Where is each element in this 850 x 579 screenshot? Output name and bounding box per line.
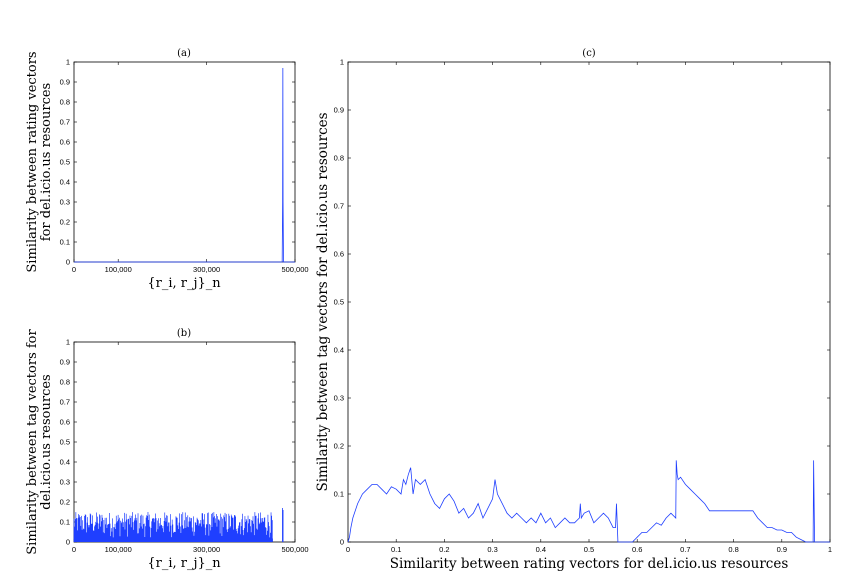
y-tick-label: 0.5 [60,158,70,167]
x-tick-label: 0.8 [728,545,738,554]
y-tick-label: 0.5 [60,438,70,447]
x-tick-label: 0.3 [487,545,497,554]
x-tick-label: 0 [72,265,76,274]
panel-b-ylabel-line-2: del.icio.us resources [39,374,54,509]
panel-b-x-ticks: 0 100,000 300,000 500,000 [72,342,309,554]
y-tick-label: 0.8 [60,98,70,107]
x-tick-label: 500,000 [281,265,308,274]
y-tick-label: 0.4 [60,458,70,467]
panel-c-axes-box [347,61,831,543]
panel-b-axes-box [73,341,296,543]
y-tick-label: 0.3 [60,478,70,487]
panel-c-x-ticks: 0 0.1 0.2 0.3 0.4 0.5 0.6 0.7 0.8 0.9 1 [346,62,832,554]
y-tick-label: 0.6 [60,138,70,147]
y-tick-label: 0.9 [60,358,70,367]
y-tick-label: 0.9 [60,78,70,87]
x-tick-label: 0 [346,545,350,554]
y-tick-label: 0.6 [60,418,70,427]
y-tick-label: 0.4 [60,178,70,187]
x-tick-label: 500,000 [281,545,308,554]
panel-c-series [347,460,830,543]
x-tick-label: 0.2 [439,545,449,554]
panel-a-series [74,67,295,263]
panel-c: (c) 0 0.1 0.2 0.3 0.4 0.5 0.6 0.7 0.8 0.9 1 0 0.1 0.… [315,48,832,572]
panel-a-title: (a) [177,48,191,59]
x-tick-label: 0.7 [680,545,690,554]
series-line [74,67,295,263]
y-tick-label: 1 [66,58,70,67]
panel-b: (b) 0 0.1 0.2 0.3 0.4 0.5 0.6 0.7 0.8 0.9 1 0 100,0… [25,328,309,571]
y-tick-label: 0 [66,538,70,547]
series-spikes [73,512,273,542]
panel-c-title: (c) [582,48,596,59]
panel-c-xlabel: Similarity between rating vectors for de… [390,556,789,572]
panel-a-xlabel: {r_i, r_j}_n [147,276,221,291]
y-tick-label: 0.3 [60,198,70,207]
y-tick-label: 0.1 [60,518,70,527]
x-tick-label: 0.5 [584,545,594,554]
panel-b-title: (b) [177,328,191,339]
panel-a-axes-box [73,61,296,263]
y-tick-label: 0.8 [334,154,344,163]
x-tick-label: 1 [828,545,832,554]
panel-a-y-ticks: 0 0.1 0.2 0.3 0.4 0.5 0.6 0.7 0.8 0.9 1 [60,58,295,267]
panel-b-xlabel: {r_i, r_j}_n [147,556,221,571]
y-tick-label: 0.4 [334,346,344,355]
y-tick-label: 0.3 [334,394,344,403]
x-tick-label: 0.6 [632,545,642,554]
x-tick-label: 0 [72,545,76,554]
y-tick-label: 0 [340,538,344,547]
y-tick-label: 1 [66,338,70,347]
y-tick-label: 0.1 [60,238,70,247]
y-tick-label: 0.2 [60,498,70,507]
panel-a-x-ticks: 0 100,000 300,000 500,000 [72,62,309,274]
y-tick-label: 0.1 [334,490,344,499]
panel-c-y-ticks: 0 0.1 0.2 0.3 0.4 0.5 0.6 0.7 0.8 0.9 1 [334,58,830,547]
y-tick-label: 0.8 [60,378,70,387]
panel-a: (a) 0 0.1 0.2 0.3 0.4 0.5 0.6 0.7 0.8 0.9 1 0 100,0… [25,48,309,291]
y-tick-label: 0.2 [60,218,70,227]
panel-a-ylabel-line-1: Similarity between rating vectors [25,51,40,272]
panel-b-ylabel-line-1: Similarity between tag vectors for [25,328,40,554]
x-tick-label: 100,000 [105,545,132,554]
panel-a-ylabel-line-2: for del.icio.us resources [39,83,54,241]
y-tick-label: 0.9 [334,106,344,115]
y-tick-label: 0.7 [334,202,344,211]
x-tick-label: 0.9 [777,545,787,554]
x-tick-label: 300,000 [193,265,220,274]
x-tick-label: 300,000 [193,545,220,554]
y-tick-label: 0.6 [334,250,344,259]
y-tick-label: 0 [66,258,70,267]
x-tick-label: 100,000 [105,265,132,274]
y-tick-label: 0.2 [334,442,344,451]
panel-b-y-ticks: 0 0.1 0.2 0.3 0.4 0.5 0.6 0.7 0.8 0.9 1 [60,338,295,547]
panel-c-ylabel: Similarity between tag vectors for del.i… [315,112,331,491]
y-tick-label: 0.7 [60,118,70,127]
y-tick-label: 1 [340,58,344,67]
y-tick-label: 0.5 [334,298,344,307]
series-line [347,460,830,543]
panel-b-series [73,508,284,542]
x-tick-label: 0.1 [391,545,401,554]
x-tick-label: 0.4 [536,545,546,554]
y-tick-label: 0.7 [60,398,70,407]
